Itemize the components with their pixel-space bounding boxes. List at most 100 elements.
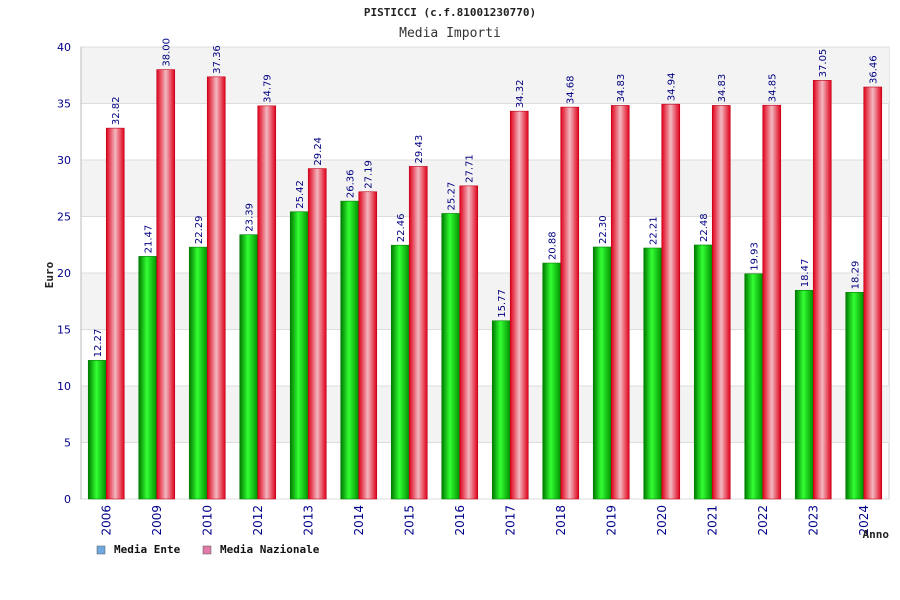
bar-media-ente-2013 <box>289 211 309 500</box>
bar-media-nazionale-2014 <box>358 191 378 500</box>
chart-subtitle: Media Importi <box>399 26 501 41</box>
bar-media-ente-2021 <box>693 244 713 500</box>
value-label-media-nazionale-2023: 37.05 <box>818 49 829 78</box>
legend-swatch-media-ente <box>96 545 106 555</box>
value-label-media-nazionale-2019: 34.83 <box>616 74 627 103</box>
value-label-media-ente-2010: 22.29 <box>194 215 205 244</box>
bar-media-nazionale-2006 <box>105 127 125 500</box>
bar-media-ente-2023 <box>794 289 814 500</box>
value-label-media-ente-2021: 22.48 <box>699 213 710 242</box>
bar-media-nazionale-2016 <box>459 185 479 500</box>
bar-media-ente-2010 <box>188 246 208 500</box>
value-label-media-nazionale-2020: 34.94 <box>667 73 678 102</box>
y-axis-label: Euro <box>43 261 56 288</box>
bar-media-nazionale-2024 <box>863 86 883 500</box>
x-tick-label-2014: 2014 <box>352 505 366 536</box>
y-tick-label: 30 <box>57 154 71 167</box>
bar-media-nazionale-2010 <box>206 76 226 500</box>
bar-media-ente-2017 <box>491 320 511 500</box>
value-label-media-ente-2006: 12.27 <box>93 329 104 358</box>
x-tick-label-2022: 2022 <box>756 505 770 536</box>
value-label-media-ente-2022: 19.93 <box>750 242 761 271</box>
value-label-media-ente-2014: 26.36 <box>346 169 357 198</box>
bar-media-nazionale-2021 <box>711 105 731 500</box>
bar-media-nazionale-2015 <box>408 166 428 500</box>
bar-media-ente-2015 <box>390 244 410 500</box>
bar-media-nazionale-2020 <box>661 103 681 500</box>
x-tick-label-2015: 2015 <box>402 505 416 536</box>
bar-media-ente-2020 <box>643 247 663 500</box>
y-tick-label: 25 <box>57 211 71 224</box>
value-label-media-nazionale-2009: 38.00 <box>162 38 173 67</box>
value-label-media-ente-2015: 22.46 <box>396 214 407 243</box>
x-axis-label: Anno <box>863 528 890 541</box>
y-tick-label: 40 <box>57 41 71 54</box>
y-tick-label: 20 <box>57 267 71 280</box>
bar-media-ente-2006 <box>87 360 107 500</box>
chart-title: PISTICCI (c.f.81001230770) <box>364 6 536 19</box>
value-label-media-ente-2020: 22.21 <box>649 216 660 245</box>
value-labels: 12.27 32.82 21.47 38.00 22.29 37.36 23.39 34.79… <box>93 38 880 357</box>
bar-media-nazionale-2017 <box>509 110 529 500</box>
x-tick-label-2020: 2020 <box>655 505 669 536</box>
legend-label-media-nazionale: Media Nazionale <box>220 543 320 556</box>
value-label-media-nazionale-2021: 34.83 <box>717 74 728 103</box>
value-label-media-nazionale-2014: 27.19 <box>364 160 375 189</box>
x-tick-label-2019: 2019 <box>604 505 618 536</box>
bar-media-nazionale-2022 <box>762 104 782 500</box>
bar-media-ente-2012 <box>239 234 259 500</box>
x-tick-label-2010: 2010 <box>200 505 214 536</box>
value-label-media-ente-2023: 18.47 <box>800 259 811 288</box>
x-axis-ticks: 2006 2009 2010 2012 2013 2014 2015 2016 2017 2018… <box>99 505 871 536</box>
value-label-media-nazionale-2016: 27.71 <box>465 154 476 183</box>
value-label-media-ente-2018: 20.88 <box>548 231 559 260</box>
value-label-media-ente-2009: 21.47 <box>144 225 155 254</box>
x-tick-label-2021: 2021 <box>705 505 719 536</box>
value-label-media-ente-2013: 25.42 <box>295 180 306 209</box>
x-tick-label-2009: 2009 <box>150 505 164 536</box>
value-label-media-nazionale-2006: 32.82 <box>111 96 122 125</box>
value-label-media-nazionale-2013: 29.24 <box>313 137 324 166</box>
x-tick-label-2013: 2013 <box>301 505 315 536</box>
value-label-media-ente-2012: 23.39 <box>245 203 256 232</box>
bar-media-nazionale-2019 <box>610 105 630 500</box>
y-tick-label: 10 <box>57 380 71 393</box>
legend: Media Ente Media Nazionale <box>96 543 320 556</box>
value-label-media-nazionale-2017: 34.32 <box>515 80 526 109</box>
value-label-media-nazionale-2022: 34.85 <box>768 74 779 103</box>
bars-group <box>87 69 883 500</box>
x-tick-label-2012: 2012 <box>251 505 265 536</box>
x-tick-label-2006: 2006 <box>99 505 113 536</box>
value-label-media-nazionale-2012: 34.79 <box>263 74 274 103</box>
bar-media-ente-2024 <box>845 292 865 500</box>
bar-media-nazionale-2012 <box>257 105 277 500</box>
bar-media-ente-2009 <box>138 256 158 500</box>
value-label-media-nazionale-2024: 36.46 <box>869 55 880 84</box>
bar-media-nazionale-2013 <box>307 168 327 500</box>
legend-swatch-media-nazionale <box>202 545 212 555</box>
y-tick-label: 35 <box>57 98 71 111</box>
value-label-media-nazionale-2010: 37.36 <box>212 45 223 74</box>
x-tick-label-2017: 2017 <box>503 505 517 536</box>
bar-media-nazionale-2023 <box>812 80 832 500</box>
y-tick-label: 15 <box>57 324 71 337</box>
bar-media-ente-2022 <box>744 273 764 500</box>
legend-label-media-ente: Media Ente <box>114 543 181 556</box>
value-label-media-nazionale-2018: 34.68 <box>566 75 577 104</box>
bar-media-ente-2018 <box>542 262 562 500</box>
y-tick-label: 5 <box>64 437 71 450</box>
bar-media-ente-2019 <box>592 246 612 500</box>
bar-media-ente-2016 <box>441 213 461 500</box>
value-label-media-ente-2019: 22.30 <box>598 215 609 244</box>
value-label-media-ente-2016: 25.27 <box>447 182 458 211</box>
bar-media-ente-2014 <box>340 200 360 500</box>
bar-media-nazionale-2018 <box>560 106 580 500</box>
x-tick-label-2024: 2024 <box>857 505 871 536</box>
y-tick-label: 0 <box>64 493 71 506</box>
y-axis-ticks: 0 5 10 15 20 25 30 35 40 <box>57 41 71 506</box>
value-label-media-ente-2024: 18.29 <box>851 261 862 290</box>
bar-media-nazionale-2009 <box>156 69 176 500</box>
x-tick-label-2023: 2023 <box>806 505 820 536</box>
x-tick-label-2016: 2016 <box>453 505 467 536</box>
